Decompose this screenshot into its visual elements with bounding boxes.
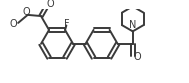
Text: O: O <box>23 7 31 17</box>
Text: F: F <box>64 19 70 29</box>
Text: O: O <box>47 0 55 9</box>
Text: N: N <box>129 20 136 30</box>
Text: O: O <box>133 52 141 62</box>
Text: O: O <box>10 19 18 29</box>
